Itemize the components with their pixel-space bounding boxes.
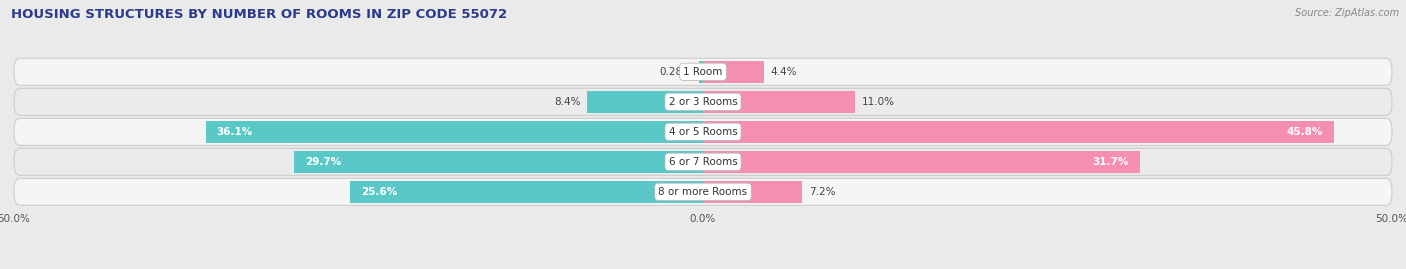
Bar xyxy=(703,121,1334,143)
Text: 25.6%: 25.6% xyxy=(361,187,398,197)
Text: HOUSING STRUCTURES BY NUMBER OF ROOMS IN ZIP CODE 55072: HOUSING STRUCTURES BY NUMBER OF ROOMS IN… xyxy=(11,8,508,21)
FancyBboxPatch shape xyxy=(14,118,1392,145)
Text: 45.8%: 45.8% xyxy=(1286,127,1323,137)
Text: 8 or more Rooms: 8 or more Rooms xyxy=(658,187,748,197)
Bar xyxy=(699,61,703,83)
Text: 4.4%: 4.4% xyxy=(770,67,797,77)
Text: 8.4%: 8.4% xyxy=(554,97,581,107)
FancyBboxPatch shape xyxy=(14,148,1392,175)
Bar xyxy=(350,181,703,203)
Text: 29.7%: 29.7% xyxy=(305,157,342,167)
Text: 6 or 7 Rooms: 6 or 7 Rooms xyxy=(669,157,737,167)
Text: 2 or 3 Rooms: 2 or 3 Rooms xyxy=(669,97,737,107)
Bar xyxy=(205,121,703,143)
FancyBboxPatch shape xyxy=(14,88,1392,115)
Text: Source: ZipAtlas.com: Source: ZipAtlas.com xyxy=(1295,8,1399,18)
Text: 0.28%: 0.28% xyxy=(659,67,692,77)
Text: 4 or 5 Rooms: 4 or 5 Rooms xyxy=(669,127,737,137)
Legend: Owner-occupied, Renter-occupied: Owner-occupied, Renter-occupied xyxy=(595,267,811,269)
Bar xyxy=(703,61,763,83)
Bar xyxy=(703,181,803,203)
Text: 7.2%: 7.2% xyxy=(808,187,835,197)
Text: 31.7%: 31.7% xyxy=(1092,157,1129,167)
Text: 36.1%: 36.1% xyxy=(217,127,253,137)
Bar xyxy=(588,91,703,113)
FancyBboxPatch shape xyxy=(14,178,1392,205)
Text: 1 Room: 1 Room xyxy=(683,67,723,77)
Text: 11.0%: 11.0% xyxy=(862,97,894,107)
FancyBboxPatch shape xyxy=(14,58,1392,85)
Bar xyxy=(294,151,703,173)
Bar xyxy=(703,151,1140,173)
Bar xyxy=(703,91,855,113)
